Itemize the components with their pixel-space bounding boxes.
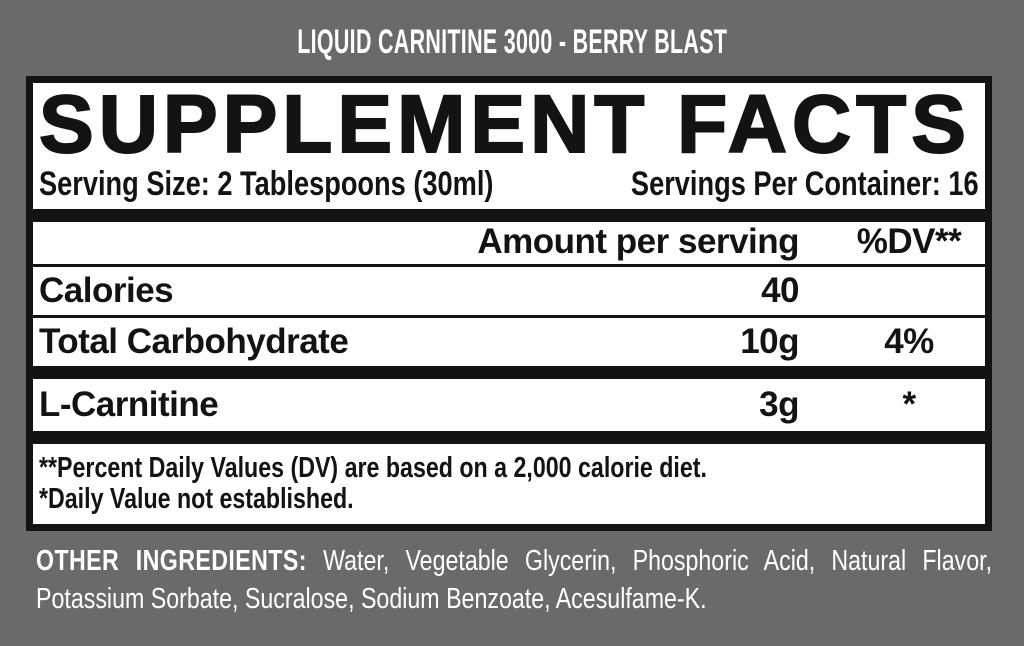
servings-per-container-text: Servings Per Container: 16 [631, 165, 979, 203]
footnote-daily-values-text: **Percent Daily Values (DV) are based on… [39, 452, 707, 484]
divider-thick [33, 209, 985, 222]
nutrient-amount: 10g [740, 322, 799, 361]
table-row-total-carbohydrate: Total Carbohydrate 10g 4% [39, 318, 979, 366]
nutrient-amount: 3g [759, 385, 799, 424]
other-ingredients-text-1: Water, Vegetable Glycerin, Phosphoric Ac… [323, 545, 993, 577]
supplement-facts-heading: SUPPLEMENT FACTS [38, 79, 971, 170]
nutrient-dv: * [902, 385, 916, 424]
nutrient-dv: 4% [884, 322, 934, 361]
other-ingredients-label: OTHER INGREDIENTS: [36, 545, 307, 577]
footnote-dv-not-established-text: *Daily Value not established. [39, 483, 354, 515]
supplement-facts-panel: SUPPLEMENT FACTS Serving Size: 2 Tablesp… [26, 76, 992, 531]
nutrient-amount: 40 [761, 271, 799, 310]
product-title: LIQUID CARNITINE 3000 - BERRY BLAST [0, 24, 1024, 60]
divider-thick [33, 366, 985, 379]
footnote-dv-not-established: *Daily Value not established. [39, 483, 979, 515]
footnote-daily-values: **Percent Daily Values (DV) are based on… [39, 452, 979, 484]
other-ingredients-text-2: Potassium Sorbate, Sucralose, Sodium Ben… [36, 583, 707, 615]
table-row-calories: Calories 40 [39, 267, 979, 315]
column-header-row: Amount per serving %DV** [39, 222, 979, 264]
divider-thin [33, 264, 985, 267]
nutrient-name: Total Carbohydrate [39, 322, 349, 361]
divider-thin [33, 315, 985, 318]
amount-column-header: Amount per serving [477, 222, 799, 261]
nutrient-name: L-Carnitine [39, 385, 219, 424]
product-title-text: LIQUID CARNITINE 3000 - BERRY BLAST [297, 23, 727, 61]
divider-thick [33, 431, 985, 444]
other-ingredients-line-2: Potassium Sorbate, Sucralose, Sodium Ben… [36, 580, 992, 618]
dv-column-header: %DV** [856, 222, 962, 261]
other-ingredients-section: OTHER INGREDIENTS: Water, Vegetable Glyc… [36, 542, 992, 618]
serving-info-row: Serving Size: 2 Tablespoons (30ml) Servi… [39, 166, 979, 202]
table-row-l-carnitine: L-Carnitine 3g * [39, 379, 979, 431]
nutrient-name: Calories [39, 271, 174, 310]
other-ingredients-line-1: OTHER INGREDIENTS: Water, Vegetable Glyc… [36, 542, 992, 580]
serving-size-text: Serving Size: 2 Tablespoons (30ml) [39, 165, 494, 203]
